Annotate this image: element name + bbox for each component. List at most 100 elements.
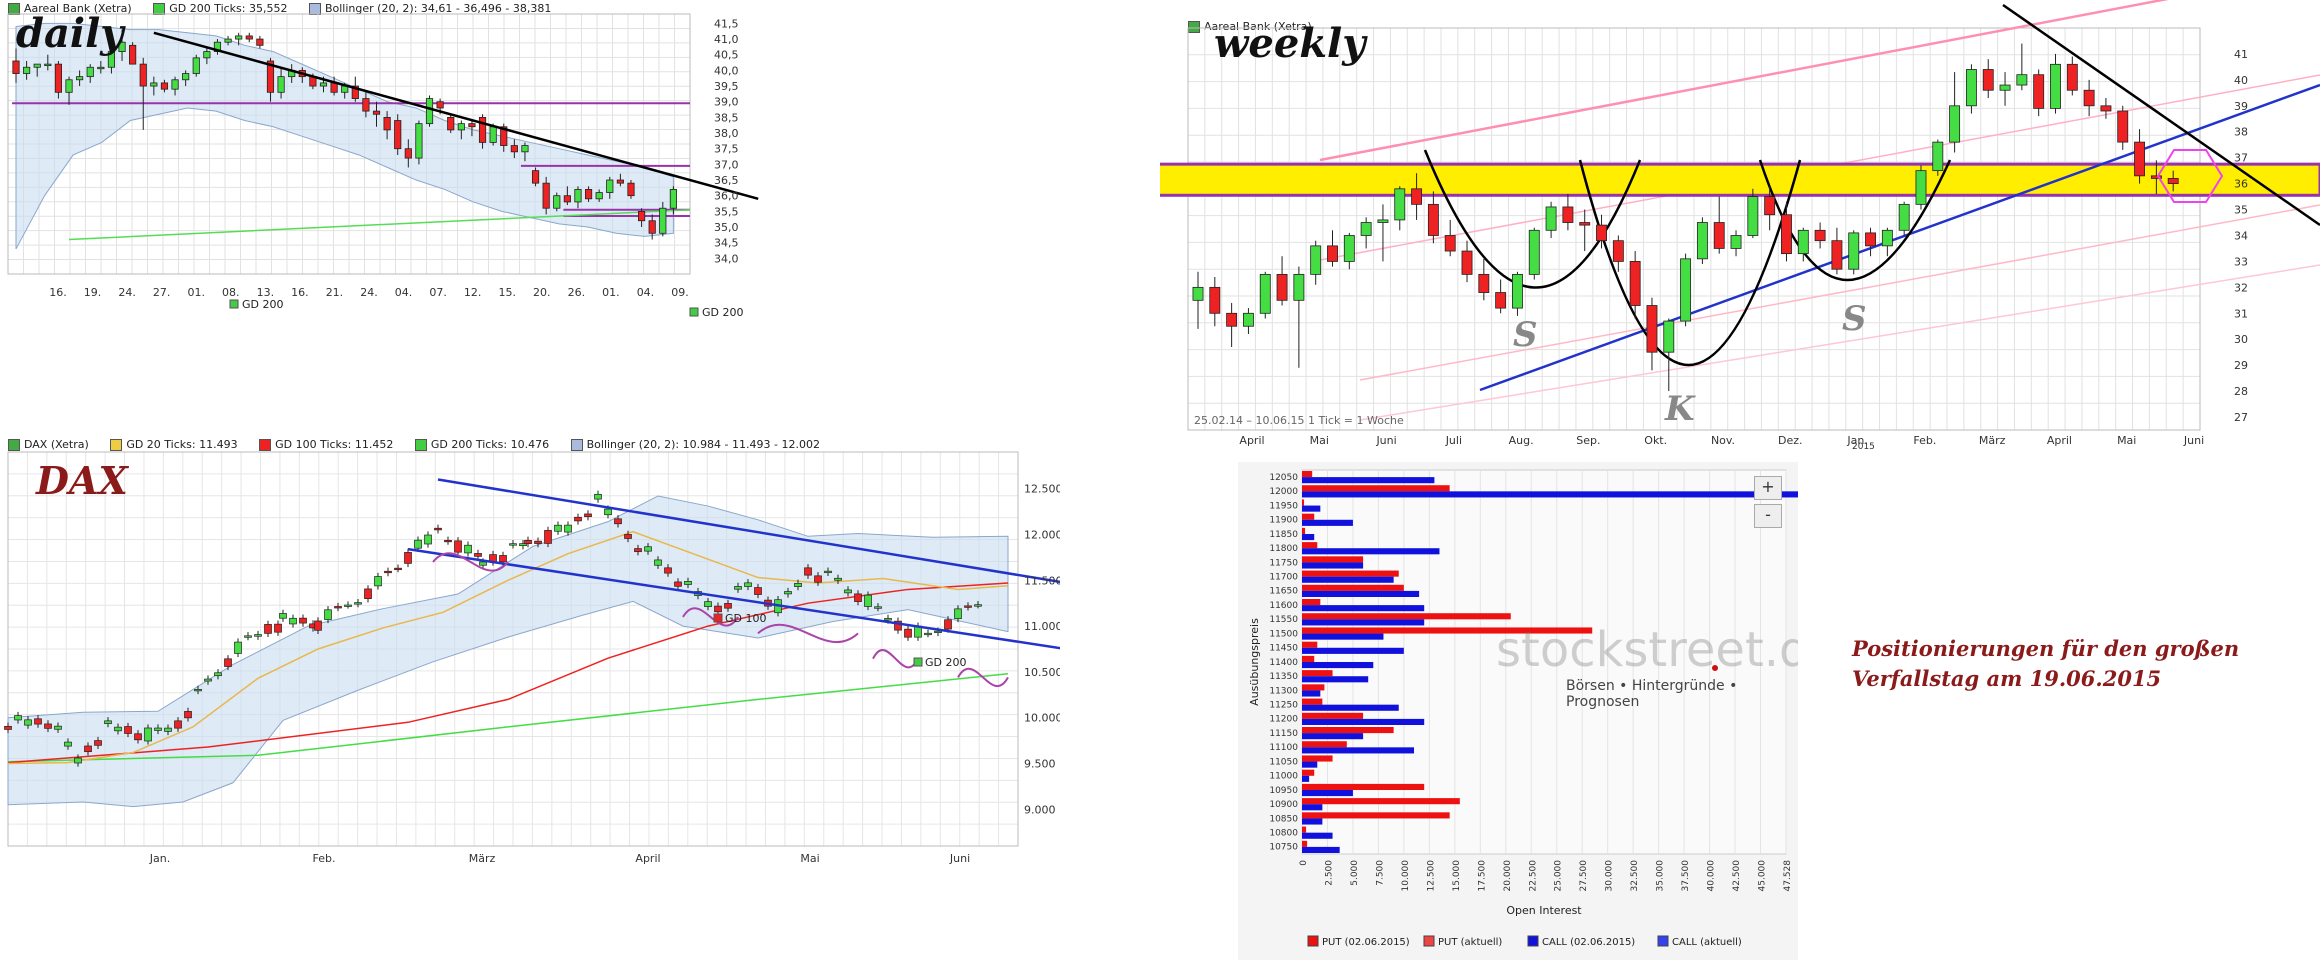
daily-candle-body <box>394 120 402 150</box>
uptrend-line <box>1479 83 2320 392</box>
y-tick-label: 34 <box>2234 229 2248 242</box>
y-tick-label: 35 <box>2234 204 2248 217</box>
x-tick-label: Sep. <box>1576 434 1600 447</box>
open-interest-bar-chart: 0 2.500 5.000 7.500 10.000 12.500 15.000 17.500… <box>1248 469 1798 948</box>
daily-candle-body <box>277 76 285 93</box>
daily-candle-body <box>659 207 667 234</box>
dax-candle-body <box>94 740 102 746</box>
zoom-out-button[interactable]: - <box>1754 504 1782 528</box>
dax-candle-body <box>214 672 222 677</box>
y-tick-label: 34,5 <box>714 237 739 250</box>
gd100-label: GD 100 <box>725 612 767 625</box>
y-tick-label: 11800 <box>1269 544 1298 554</box>
open-interest-chart-panel: 0 2.500 5.000 7.500 10.000 12.500 15.000 17.500… <box>1238 462 1798 960</box>
weekly-candle-body <box>1579 222 1591 226</box>
watermark-logo: stockstreet.de <box>1496 622 1798 678</box>
put-bar <box>1302 727 1394 734</box>
dax-candle-body <box>524 539 532 544</box>
daily-candle-body <box>563 195 571 203</box>
dax-candle-body <box>299 617 307 624</box>
daily-candle-body <box>330 82 338 93</box>
dax-legend-label: GD 20 Ticks: 11.493 <box>126 438 238 451</box>
dax-candle-body <box>744 582 752 587</box>
wave-marker <box>682 607 739 627</box>
y-tick-label: 29 <box>2234 359 2248 372</box>
daily-candle-body <box>319 82 328 87</box>
y-tick-label: 9.000 <box>1024 803 1056 816</box>
call-bar <box>1302 676 1369 683</box>
daily-candle-body <box>521 145 529 153</box>
x-tick-label: 10.000 <box>1401 860 1411 892</box>
highlight-hexagon <box>2156 149 2224 203</box>
dax-candle-body <box>894 620 902 631</box>
x-tick-label: Feb. <box>313 852 336 865</box>
call-bar <box>1302 690 1321 697</box>
weekly-candle-body <box>2083 89 2095 107</box>
plot-frame <box>1187 27 2201 431</box>
put-bar <box>1302 684 1325 691</box>
dax-candle-body <box>509 543 517 546</box>
dax-legend-swatch <box>570 438 583 451</box>
weekly-candle-body <box>1192 286 1204 301</box>
put-bar <box>1302 527 1306 534</box>
weekly-candle-body <box>1495 292 1507 309</box>
weekly-candle-body <box>1680 258 1692 322</box>
y-tick-label: 40 <box>2234 74 2248 87</box>
x-tick-label: 09. <box>671 286 689 299</box>
weekly-candle-body <box>1512 273 1523 309</box>
dax-candle-body <box>54 725 62 730</box>
dax-candle-body <box>974 604 982 607</box>
x-tick-label: 04. <box>395 286 413 299</box>
put-bar <box>1302 698 1323 705</box>
dax-candle-body <box>154 727 162 731</box>
dax-candle-body <box>479 561 487 566</box>
x-tick-label: 04. <box>637 286 655 299</box>
put-bar <box>1302 769 1315 776</box>
call-bar <box>1302 590 1420 597</box>
x-tick-label: 15.000 <box>1452 860 1462 892</box>
daily-legend: Aareal Bank (Xetra) GD 200 Ticks: 35,552… <box>8 2 569 18</box>
dax-candle-body <box>544 530 552 544</box>
put-bar <box>1302 499 1305 506</box>
zoom-in-button[interactable]: + <box>1754 476 1782 500</box>
dax-candle-body <box>334 606 342 609</box>
dax-candle-body <box>424 534 432 545</box>
dax-title: DAX <box>36 458 128 503</box>
call-bar <box>1302 562 1364 569</box>
daily-candle-body <box>425 98 434 125</box>
y-tick-label: 37 <box>2234 152 2248 165</box>
call-bar <box>1302 775 1310 782</box>
dax-candle-body <box>414 539 422 549</box>
y-tick-label: 9.500 <box>1024 758 1056 771</box>
put-bar <box>1302 755 1333 762</box>
dax-candle-body <box>724 603 732 609</box>
daily-candle-body <box>595 192 603 200</box>
daily-candle-body <box>468 123 476 128</box>
dax-candle-body <box>594 493 602 500</box>
x-tick-label: 13. <box>257 286 275 299</box>
dax-legend-swatch <box>259 438 272 451</box>
y-tick-label: 11150 <box>1269 729 1298 739</box>
weekly-candle-body <box>1427 203 1439 236</box>
dax-legend-swatch <box>8 438 20 451</box>
weekly-candle-body <box>1209 286 1221 314</box>
x-tick-label: 01. <box>602 286 620 299</box>
pattern-label-shoulder: S <box>1513 315 1538 355</box>
y-tick-label: 35,5 <box>714 205 739 218</box>
x-tick-label: 35.000 <box>1656 860 1666 892</box>
x-tick-label: 15. <box>498 286 516 299</box>
daily-candle-body <box>192 57 200 74</box>
weekly-candle-body <box>1881 229 1893 247</box>
y-tick-label: 34,0 <box>714 252 739 265</box>
x-tick-label: 0 <box>1299 860 1309 866</box>
daily-candle-body <box>44 63 52 67</box>
weekly-candle-body <box>1814 229 1826 242</box>
x-tick-label: 19. <box>84 286 102 299</box>
call-bar <box>1302 519 1353 526</box>
gd200-label: GD 200 <box>925 656 967 669</box>
x-tick-label: 2.500 <box>1324 860 1334 886</box>
dax-candle-body <box>634 548 642 553</box>
daily-candle-body <box>478 116 487 143</box>
dax-candle-body <box>854 593 862 602</box>
put-bar <box>1302 485 1450 492</box>
